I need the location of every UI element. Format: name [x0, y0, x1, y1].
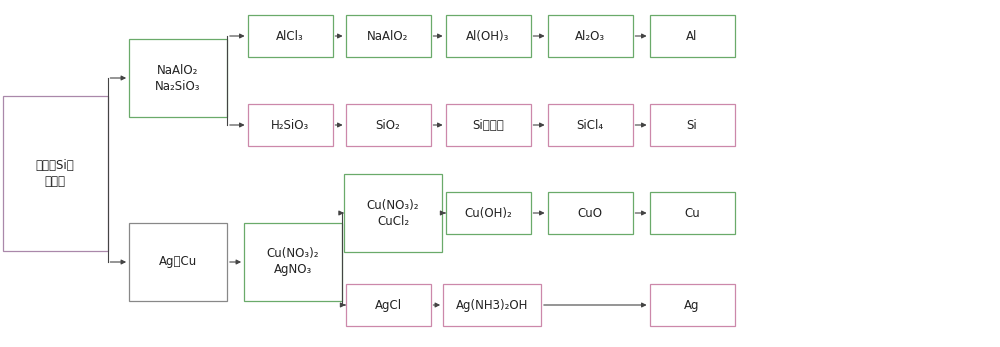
Text: H₂SiO₃: H₂SiO₃: [271, 118, 309, 132]
Bar: [248, 104, 332, 146]
Bar: [129, 223, 227, 301]
Text: AgCl: AgCl: [374, 298, 402, 312]
Bar: [446, 192, 530, 234]
Bar: [244, 223, 342, 301]
Text: Cu: Cu: [684, 206, 700, 220]
Bar: [346, 15, 430, 57]
Bar: [650, 192, 734, 234]
Text: CuO: CuO: [578, 206, 602, 220]
Bar: [344, 174, 442, 252]
Bar: [548, 192, 633, 234]
Text: Ag(NH3)₂OH: Ag(NH3)₂OH: [456, 298, 528, 312]
Text: Al₂O₃: Al₂O₃: [575, 29, 605, 42]
Text: Al: Al: [686, 29, 698, 42]
Text: 金属、Si等
混合物: 金属、Si等 混合物: [36, 159, 74, 187]
Text: NaAlO₂
Na₂SiO₃: NaAlO₂ Na₂SiO₃: [155, 64, 201, 93]
Bar: [248, 15, 332, 57]
Bar: [650, 104, 734, 146]
Bar: [346, 104, 430, 146]
Text: SiO₂: SiO₂: [376, 118, 400, 132]
Text: Si（粗）: Si（粗）: [472, 118, 504, 132]
Bar: [443, 284, 541, 326]
Bar: [650, 284, 734, 326]
Text: Cu(OH)₂: Cu(OH)₂: [464, 206, 512, 220]
Bar: [129, 39, 227, 117]
Text: Ag: Ag: [684, 298, 700, 312]
Bar: [650, 15, 734, 57]
Text: Ag、Cu: Ag、Cu: [159, 255, 197, 269]
Bar: [346, 284, 430, 326]
Bar: [2, 95, 108, 251]
Bar: [548, 15, 633, 57]
Text: Cu(NO₃)₂
CuCl₂: Cu(NO₃)₂ CuCl₂: [367, 198, 419, 228]
Text: AlCl₃: AlCl₃: [276, 29, 304, 42]
Bar: [548, 104, 633, 146]
Text: Si: Si: [687, 118, 697, 132]
Text: NaAlO₂: NaAlO₂: [367, 29, 409, 42]
Text: Cu(NO₃)₂
AgNO₃: Cu(NO₃)₂ AgNO₃: [267, 247, 319, 277]
Bar: [446, 15, 530, 57]
Text: Al(OH)₃: Al(OH)₃: [466, 29, 510, 42]
Text: SiCl₄: SiCl₄: [576, 118, 604, 132]
Bar: [446, 104, 530, 146]
